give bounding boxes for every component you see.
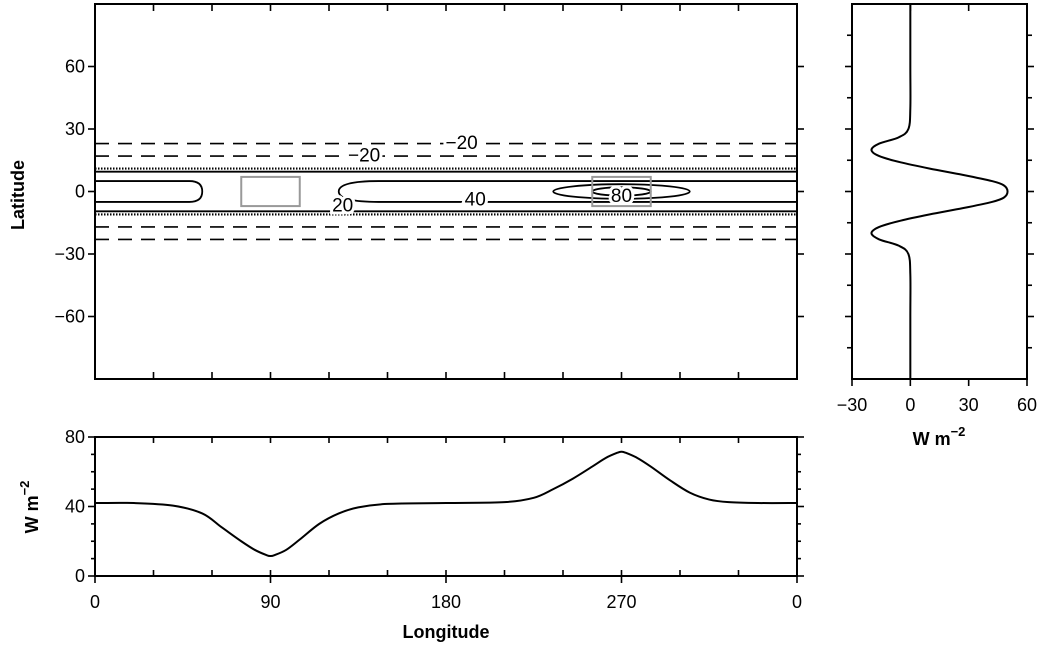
mean-frame [94, 436, 798, 577]
map-ticks: 60 30 0 −30 −60 [54, 4, 804, 379]
zonal-xtick-label: −30 [837, 395, 868, 415]
contour-label-4: 80 [611, 186, 632, 207]
mean-xlabel: Longitude [403, 622, 490, 642]
mean-line [94, 450, 798, 558]
mean-xtick-label: 0 [90, 592, 100, 612]
map-ylabel: Latitude [8, 160, 28, 230]
region-box-0 [240, 175, 301, 208]
contour-label-3: 40 [465, 189, 486, 210]
mean-xtick-label: 270 [606, 592, 636, 612]
map-ytick-label: −30 [54, 244, 85, 264]
mean-xtick-label: 0 [792, 592, 802, 612]
zonal-xlabel-base: W m [913, 429, 951, 449]
zonal-ticks: −30 0 30 60 [837, 4, 1037, 415]
mean-plot-area [94, 450, 798, 558]
mean-ytick-label: 0 [75, 566, 85, 586]
zonal-plot-area [870, 4, 1009, 379]
mean-xtick-label: 180 [431, 592, 461, 612]
zonal-xtick-label: 30 [959, 395, 979, 415]
contour-label-1: −20 [348, 146, 380, 167]
region-box-1 [591, 175, 652, 208]
map-frame [94, 3, 798, 380]
zonal-xtick-label: 0 [905, 395, 915, 415]
mean-ylabel: W m−2 [17, 481, 42, 534]
map-plot-area: −20 −20 20 40 80 [95, 130, 797, 241]
mean-ylabel-exponent: −2 [17, 481, 32, 496]
zonal-profile-line [870, 4, 1009, 379]
mean-ytick-label: 80 [65, 427, 85, 447]
zonal-frame [851, 3, 1028, 380]
zonal-xlabel: W m−2 [913, 424, 966, 449]
closed-contour-0 [95, 180, 204, 203]
map-panel: −20 −20 20 40 80 60 30 0 −30 −60 Latitude [8, 3, 804, 380]
zonal-xlabel-exponent: −2 [951, 424, 966, 439]
map-ytick-label: 30 [65, 119, 85, 139]
mean-ylabel-base: W m [22, 495, 42, 533]
zonal-profile-panel: −30 0 30 60 W m−2 [837, 3, 1037, 449]
closed-contour-2 [552, 183, 691, 200]
contour-label-2: 20 [332, 196, 353, 217]
mean-ytick-label: 40 [65, 497, 85, 517]
zonal-xtick-label: 60 [1017, 395, 1037, 415]
mean-xtick-label: 90 [260, 592, 280, 612]
map-ytick-label: 60 [65, 57, 85, 77]
contour-label-0: −20 [445, 133, 477, 154]
map-ytick-label: 0 [75, 182, 85, 202]
closed-contour-1 [337, 180, 797, 203]
map-ytick-label: −60 [54, 307, 85, 327]
